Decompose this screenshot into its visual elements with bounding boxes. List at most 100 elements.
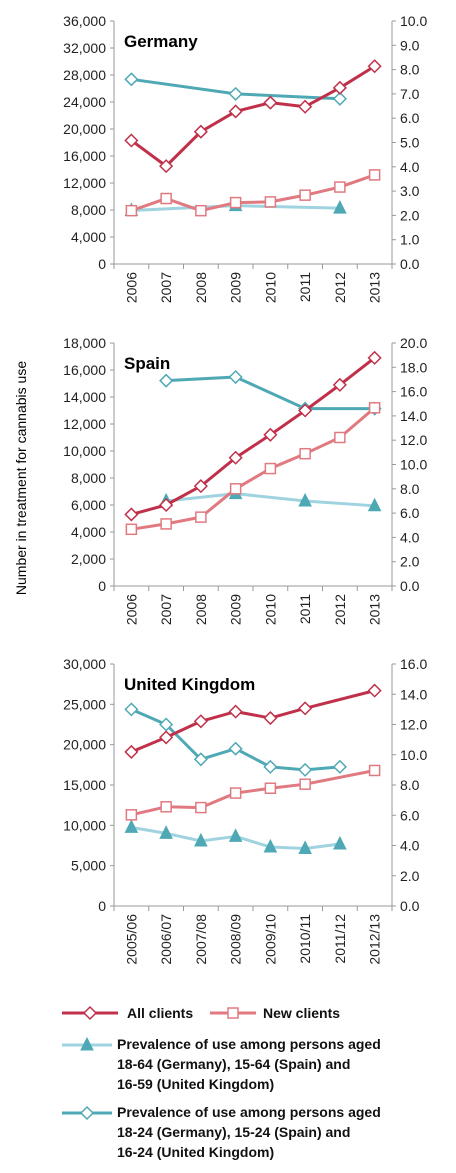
data-point-diamond — [367, 59, 382, 74]
data-point-diamond — [298, 762, 313, 777]
data-point-diamond — [193, 714, 208, 729]
right-tick-label: 12.0 — [400, 432, 427, 448]
legend-label-prevalence-young-line1: Prevalence of use among persons aged — [117, 1104, 381, 1120]
left-tick-label: 16,000 — [63, 362, 106, 378]
data-point-square — [334, 431, 346, 444]
data-point-diamond — [159, 159, 174, 174]
x-tick-label: 2013 — [367, 272, 383, 303]
left-tick-label: 12,000 — [63, 175, 106, 191]
left-tick-label: 36,000 — [63, 13, 106, 29]
series-new-clients — [125, 402, 381, 536]
x-tick-label: 2011/12 — [332, 914, 348, 964]
series-line — [130, 356, 376, 516]
left-tick-label: 20,000 — [63, 737, 106, 753]
left-tick-label: 10,000 — [63, 817, 106, 833]
left-tick-label: 0 — [98, 898, 106, 914]
data-point-diamond — [228, 86, 243, 101]
left-tick-label: 0 — [98, 578, 106, 594]
x-tick-label: 2008 — [193, 272, 209, 303]
x-tick-label: 2012 — [332, 272, 348, 303]
right-tick-label: 4.0 — [400, 159, 420, 175]
data-point-triangle — [159, 825, 173, 839]
right-tick-label: 0.0 — [400, 898, 420, 914]
legend-row-clients: All clients New clients — [0, 1002, 456, 1024]
legend-label-prevalence-adult-line3: 16-59 (United Kingdom) — [117, 1076, 275, 1092]
left-tick-label: 24,000 — [63, 94, 106, 110]
x-tick-label: 2010/11 — [297, 914, 313, 964]
x-tick-label: 2010 — [262, 272, 278, 303]
data-point-diamond — [263, 759, 278, 774]
right-tick-label: 8.0 — [400, 777, 420, 793]
data-point-square — [195, 204, 207, 217]
right-tick-label: 12.0 — [400, 717, 427, 733]
legend-label-prevalence-young-line2: 18-24 (Germany), 15-24 (Spain) and — [117, 1124, 351, 1140]
left-tick-label: 14,000 — [63, 389, 106, 405]
series-prevalence-young — [124, 72, 347, 106]
left-tick-label: 5,000 — [71, 858, 106, 874]
left-tick-label: 0 — [98, 256, 106, 272]
left-tick-label: 8,000 — [71, 202, 106, 218]
data-point-diamond — [332, 91, 347, 106]
legend-row-prevalence-young: Prevalence of use among persons aged 18-… — [0, 1102, 456, 1166]
x-tick-label: 2012 — [332, 594, 348, 625]
data-point-diamond — [263, 710, 278, 726]
right-tick-label: 14.0 — [400, 408, 427, 424]
data-point-triangle — [333, 199, 347, 214]
data-point-diamond — [228, 450, 243, 465]
data-point-square — [368, 169, 381, 181]
data-point-square — [229, 787, 242, 799]
data-point-diamond — [367, 683, 382, 698]
legend-marker-all-clients — [62, 1005, 118, 1021]
data-point-diamond — [298, 99, 313, 114]
data-point-diamond — [228, 104, 243, 119]
data-point-square — [299, 778, 311, 790]
series-line — [165, 492, 375, 508]
x-tick-label: 2013 — [367, 594, 383, 625]
left-tick-label: 30,000 — [63, 656, 106, 672]
data-point-diamond — [159, 373, 174, 388]
left-tick-label: 28,000 — [63, 67, 106, 83]
data-point-diamond — [124, 133, 139, 148]
right-tick-label: 7.0 — [400, 86, 420, 102]
right-tick-label: 8.0 — [400, 481, 420, 497]
left-tick-label: 15,000 — [63, 777, 106, 793]
data-point-square — [229, 483, 242, 495]
x-tick-label: 2006 — [123, 594, 139, 625]
right-tick-label: 1.0 — [400, 232, 420, 248]
legend-label-new-clients: New clients — [263, 1005, 341, 1021]
left-tick-label: 32,000 — [63, 40, 106, 56]
data-point-square — [195, 511, 207, 523]
data-point-square — [125, 204, 138, 217]
legend-label-prevalence-adult-line1: Prevalence of use among persons aged — [117, 1036, 381, 1052]
data-point-diamond — [159, 497, 174, 513]
data-point-diamond — [124, 702, 139, 717]
data-point-triangle — [367, 497, 382, 512]
x-tick-label: 2012/13 — [367, 914, 383, 965]
series-line — [166, 375, 375, 411]
right-tick-label: 4.0 — [400, 529, 420, 545]
left-tick-label: 25,000 — [63, 696, 106, 712]
data-point-triangle — [228, 828, 243, 842]
right-tick-label: 2.0 — [400, 554, 420, 570]
x-tick-label: 2007 — [158, 272, 174, 303]
data-point-square — [264, 782, 277, 794]
data-point-square — [160, 192, 172, 205]
data-point-triangle — [298, 492, 312, 507]
left-tick-label: 10,000 — [63, 443, 106, 459]
panel-title: Spain — [124, 354, 170, 373]
data-point-diamond — [263, 95, 278, 110]
right-tick-label: 10.0 — [400, 747, 427, 763]
x-tick-label: 2005/06 — [123, 914, 139, 965]
data-point-diamond — [367, 350, 382, 365]
data-point-triangle — [333, 835, 347, 850]
right-tick-label: 3.0 — [400, 183, 420, 199]
panel-spain: 0 2,000 4,000 6,000 8,000 10,000 12,000 14,000 1… — [63, 335, 427, 625]
legend-label-all-clients: All clients — [127, 1005, 194, 1021]
data-point-diamond — [228, 704, 243, 719]
right-tick-label: 16.0 — [400, 656, 427, 672]
data-point-square — [160, 801, 172, 813]
series-all-clients — [124, 350, 382, 522]
x-tick-label: 2011 — [297, 272, 313, 302]
x-tick-label: 2007/08 — [193, 914, 209, 965]
series-all-clients — [124, 59, 382, 174]
